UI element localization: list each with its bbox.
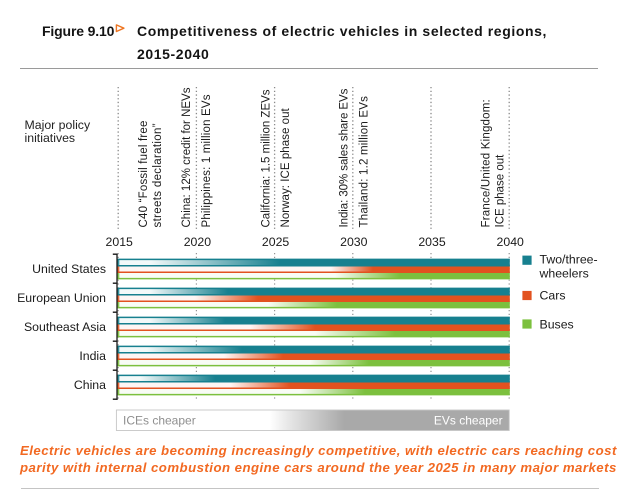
svg-text:ICEs cheaper: ICEs cheaper	[123, 414, 196, 428]
svg-text:2020: 2020	[184, 235, 212, 249]
svg-text:2025: 2025	[262, 235, 290, 249]
svg-text:ICE phase out: ICE phase out	[494, 154, 506, 228]
svg-text:2040: 2040	[497, 235, 525, 249]
svg-text:streets declaration”: streets declaration”	[152, 123, 164, 227]
svg-text:India: India	[79, 349, 106, 363]
svg-text:Thailand: 1.2 million EVs: Thailand: 1.2 million EVs	[358, 96, 370, 228]
svg-text:2030: 2030	[340, 235, 368, 249]
svg-text:European Union: European Union	[17, 291, 106, 305]
svg-text:wheelers: wheelers	[539, 267, 589, 281]
svg-text:China: 12% credit for NEVs: China: 12% credit for NEVs	[181, 87, 193, 227]
svg-text:United States: United States	[32, 262, 106, 276]
svg-text:Southeast Asia: Southeast Asia	[24, 320, 106, 334]
svg-text:Buses: Buses	[540, 317, 574, 331]
svg-text:2015: 2015	[106, 235, 134, 249]
svg-text:2035: 2035	[418, 235, 446, 249]
svg-text:Two/three-: Two/three-	[540, 253, 598, 267]
svg-text:C40 “Fossil fuel free: C40 “Fossil fuel free	[138, 120, 150, 227]
svg-text:France/United Kingdom:: France/United Kingdom:	[481, 99, 493, 227]
svg-text:Philippines: 1 million EVs: Philippines: 1 million EVs	[201, 94, 213, 227]
svg-text:EVs cheaper: EVs cheaper	[434, 414, 503, 428]
svg-text:Norway: ICE phase out: Norway: ICE phase out	[280, 107, 292, 227]
svg-text:China: China	[74, 378, 106, 392]
svg-text:California: 1.5 million ZEVs: California: 1.5 million ZEVs	[260, 89, 272, 227]
svg-text:India: 30% sales share EVs: India: 30% sales share EVs	[339, 88, 351, 227]
svg-text:Cars: Cars	[540, 289, 566, 303]
